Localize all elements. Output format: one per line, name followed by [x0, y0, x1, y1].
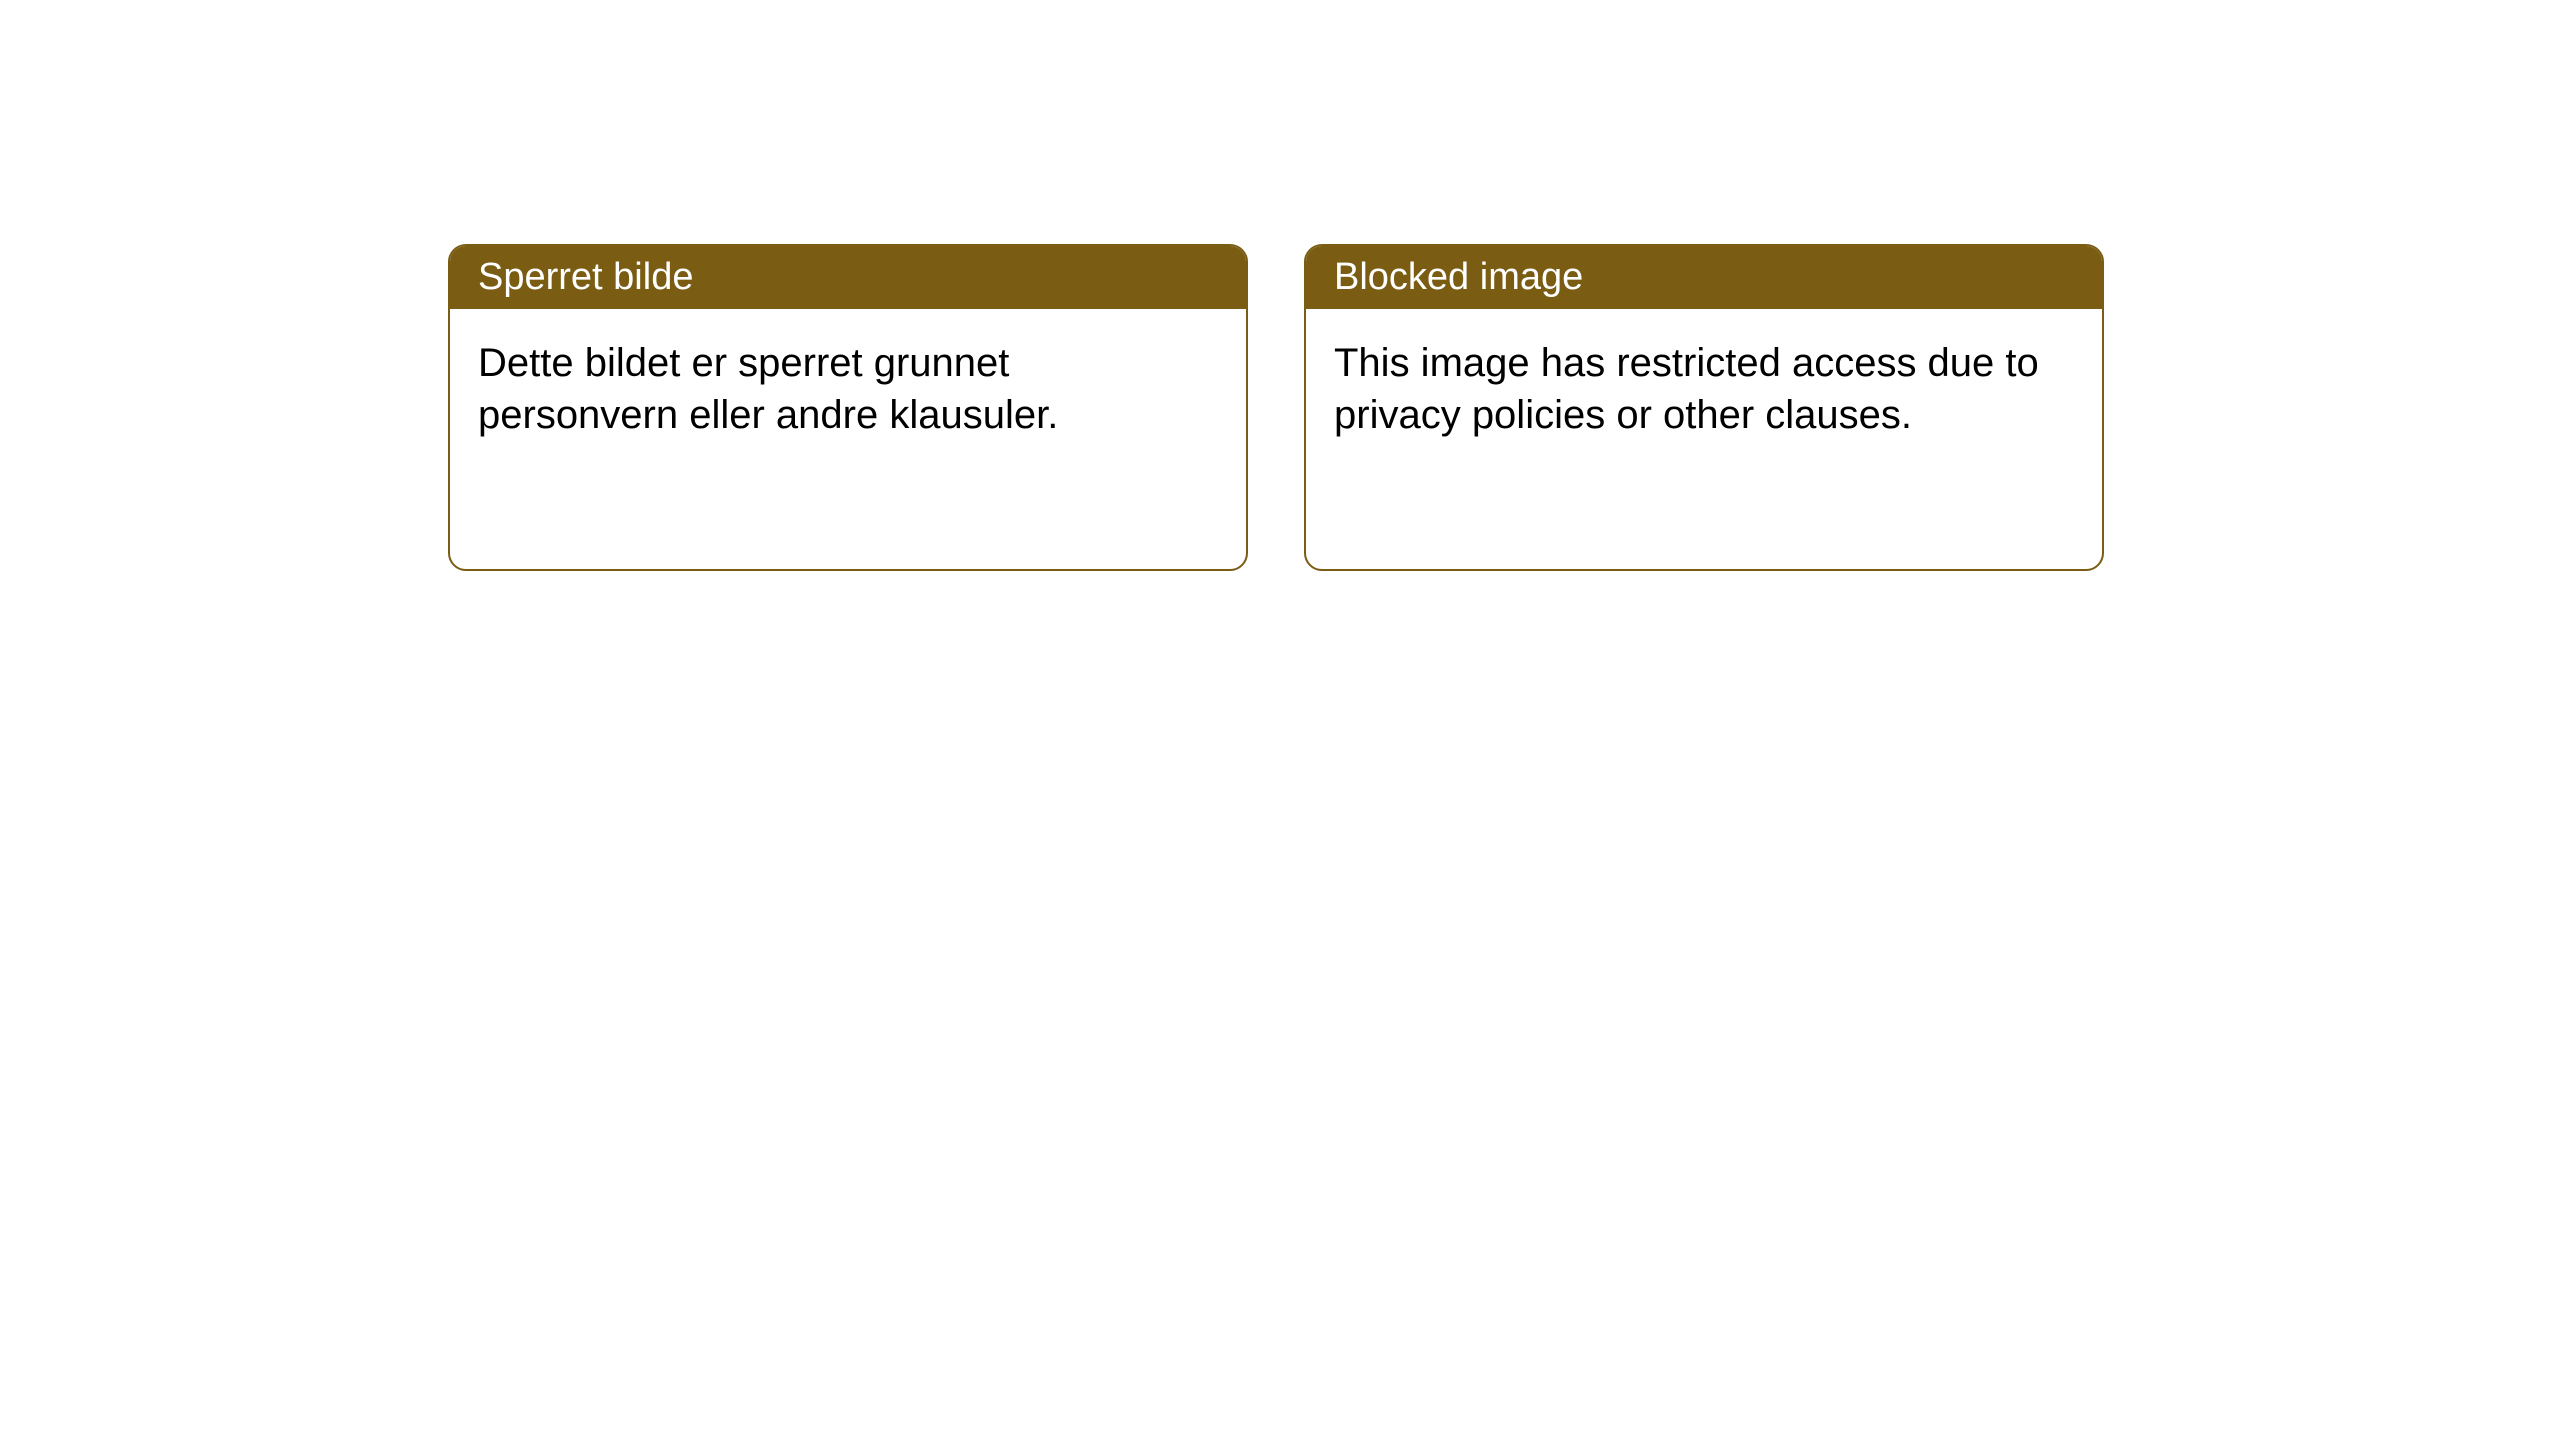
- notice-body: This image has restricted access due to …: [1306, 309, 2102, 569]
- notice-container: Sperret bilde Dette bildet er sperret gr…: [448, 244, 2104, 571]
- notice-card-english: Blocked image This image has restricted …: [1304, 244, 2104, 571]
- notice-card-norwegian: Sperret bilde Dette bildet er sperret gr…: [448, 244, 1248, 571]
- notice-header: Sperret bilde: [450, 246, 1246, 309]
- notice-header: Blocked image: [1306, 246, 2102, 309]
- notice-body: Dette bildet er sperret grunnet personve…: [450, 309, 1246, 569]
